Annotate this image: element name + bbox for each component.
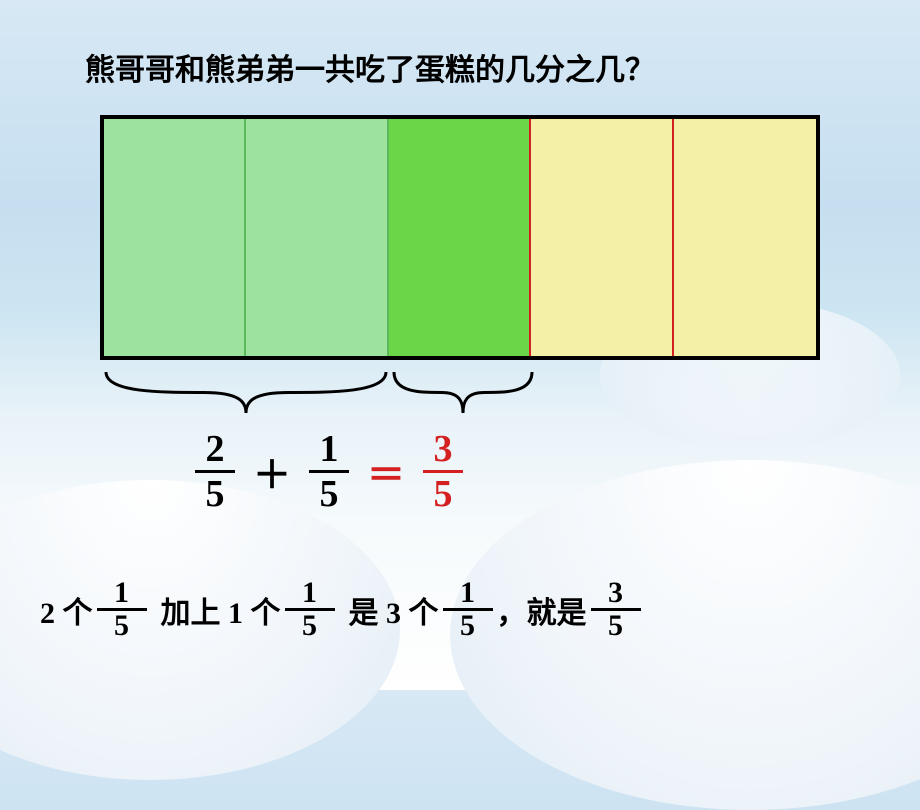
expl-fraction-1: 1 5 bbox=[97, 578, 147, 641]
cake-diagram bbox=[100, 115, 820, 360]
fraction-2: 1 5 bbox=[309, 430, 349, 513]
expl-fraction-4: 3 5 bbox=[591, 578, 641, 641]
brace-right bbox=[392, 370, 534, 415]
cake-slice-1 bbox=[104, 119, 246, 356]
equals-operator: ＝ bbox=[367, 444, 405, 499]
fraction-1: 2 5 bbox=[195, 430, 235, 513]
plus-operator: ＋ bbox=[253, 444, 291, 499]
explanation-text: 2 个 1 5 加上 1 个 1 5 是 3 个 1 5 ，就是 3 5 bbox=[40, 578, 645, 641]
expl-fraction-2: 1 5 bbox=[285, 578, 335, 641]
cake-slice-5 bbox=[674, 119, 816, 356]
cake-slice-3 bbox=[389, 119, 531, 356]
expl-fraction-3: 1 5 bbox=[443, 578, 493, 641]
fraction-result: 3 5 bbox=[423, 430, 463, 513]
cake-slice-4 bbox=[531, 119, 673, 356]
cake-slice-2 bbox=[246, 119, 388, 356]
question-text: 熊哥哥和熊弟弟一共吃了蛋糕的几分之几？ bbox=[85, 45, 655, 89]
main-equation: 2 5 ＋ 1 5 ＝ 3 5 bbox=[195, 430, 463, 513]
brace-left bbox=[104, 370, 388, 415]
